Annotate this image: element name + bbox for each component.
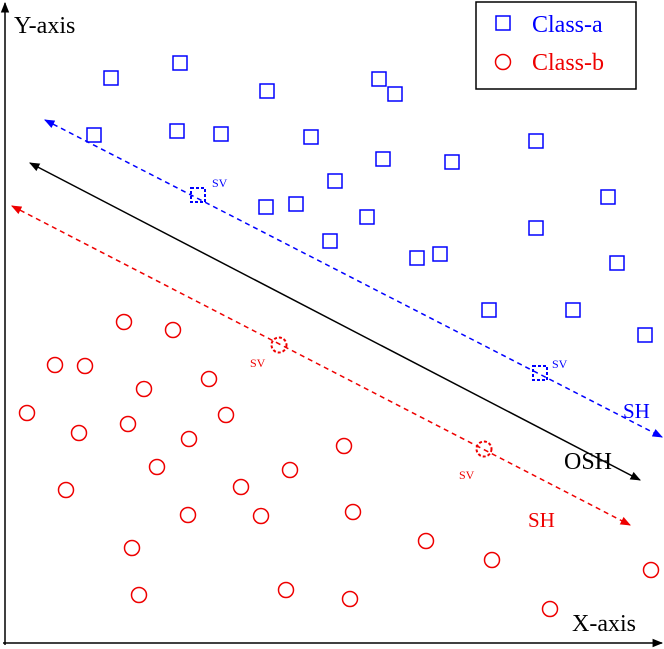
class-b-point bbox=[541, 600, 559, 618]
sv-label: SV bbox=[250, 352, 266, 371]
class-b-point bbox=[341, 590, 359, 608]
class-b-point bbox=[281, 461, 299, 479]
osh-label: OSH bbox=[564, 449, 612, 475]
lower-hyperplane bbox=[11, 205, 631, 526]
legend-circle bbox=[494, 53, 512, 71]
class-a-point bbox=[322, 233, 338, 249]
class-a-point bbox=[258, 199, 274, 215]
class-a-point bbox=[86, 127, 102, 143]
class-a-point bbox=[444, 154, 460, 170]
class-a-point bbox=[481, 302, 497, 318]
class-a-point bbox=[387, 86, 403, 102]
class-a-point bbox=[288, 196, 304, 212]
sv-label: SV bbox=[212, 172, 228, 191]
optimal-hyperplane bbox=[29, 162, 641, 481]
class-b-support-vector bbox=[270, 336, 288, 354]
class-b-point bbox=[57, 481, 75, 499]
class-b-point bbox=[135, 380, 153, 398]
class-a-point bbox=[169, 123, 185, 139]
sv-label: SV bbox=[459, 464, 475, 483]
class-a-point bbox=[359, 209, 375, 225]
class-b-support-vector bbox=[475, 440, 493, 458]
legend-square bbox=[495, 15, 511, 31]
legend-label: Class-a bbox=[532, 12, 603, 38]
class-b-point bbox=[115, 313, 133, 331]
class-a-point bbox=[637, 327, 653, 343]
class-b-point bbox=[18, 404, 36, 422]
class-a-point bbox=[371, 71, 387, 87]
class-b-point bbox=[417, 532, 435, 550]
class-b-point bbox=[277, 581, 295, 599]
class-b-point bbox=[119, 415, 137, 433]
class-b-point bbox=[200, 370, 218, 388]
upper-hyperplane bbox=[44, 119, 663, 438]
class-a-point bbox=[259, 83, 275, 99]
class-a-point bbox=[600, 189, 616, 205]
class-b-point bbox=[164, 321, 182, 339]
class-b-point bbox=[232, 478, 250, 496]
class-b-point bbox=[217, 406, 235, 424]
class-b-point bbox=[123, 539, 141, 557]
class-a-point bbox=[303, 129, 319, 145]
y-axis-label: Y-axis bbox=[14, 13, 75, 39]
sv-label: SV bbox=[552, 353, 568, 372]
class-a-point bbox=[432, 246, 448, 262]
class-b-point bbox=[76, 357, 94, 375]
class-a-point bbox=[609, 255, 625, 271]
class-b-point bbox=[252, 507, 270, 525]
class-a-point bbox=[327, 173, 343, 189]
class-b-point bbox=[70, 424, 88, 442]
class-a-support-vector bbox=[532, 365, 548, 381]
class-a-point bbox=[528, 220, 544, 236]
class-b-point bbox=[130, 586, 148, 604]
class-a-point bbox=[409, 250, 425, 266]
sh-label: SH bbox=[528, 508, 555, 532]
class-a-point bbox=[103, 70, 119, 86]
class-a-point bbox=[172, 55, 188, 71]
legend-label: Class-b bbox=[532, 50, 604, 76]
sh-label: SH bbox=[623, 399, 650, 423]
class-b-point bbox=[46, 356, 64, 374]
class-b-point bbox=[180, 430, 198, 448]
class-a-point bbox=[528, 133, 544, 149]
class-b-point bbox=[344, 503, 362, 521]
class-a-support-vector bbox=[190, 187, 206, 203]
class-a-point bbox=[375, 151, 391, 167]
class-a-point bbox=[213, 126, 229, 142]
x-axis-label: X-axis bbox=[572, 611, 636, 637]
class-b-point bbox=[483, 551, 501, 569]
class-b-point bbox=[148, 458, 166, 476]
class-b-point bbox=[179, 506, 197, 524]
class-a-point bbox=[565, 302, 581, 318]
class-b-point bbox=[642, 561, 660, 579]
class-b-point bbox=[335, 437, 353, 455]
